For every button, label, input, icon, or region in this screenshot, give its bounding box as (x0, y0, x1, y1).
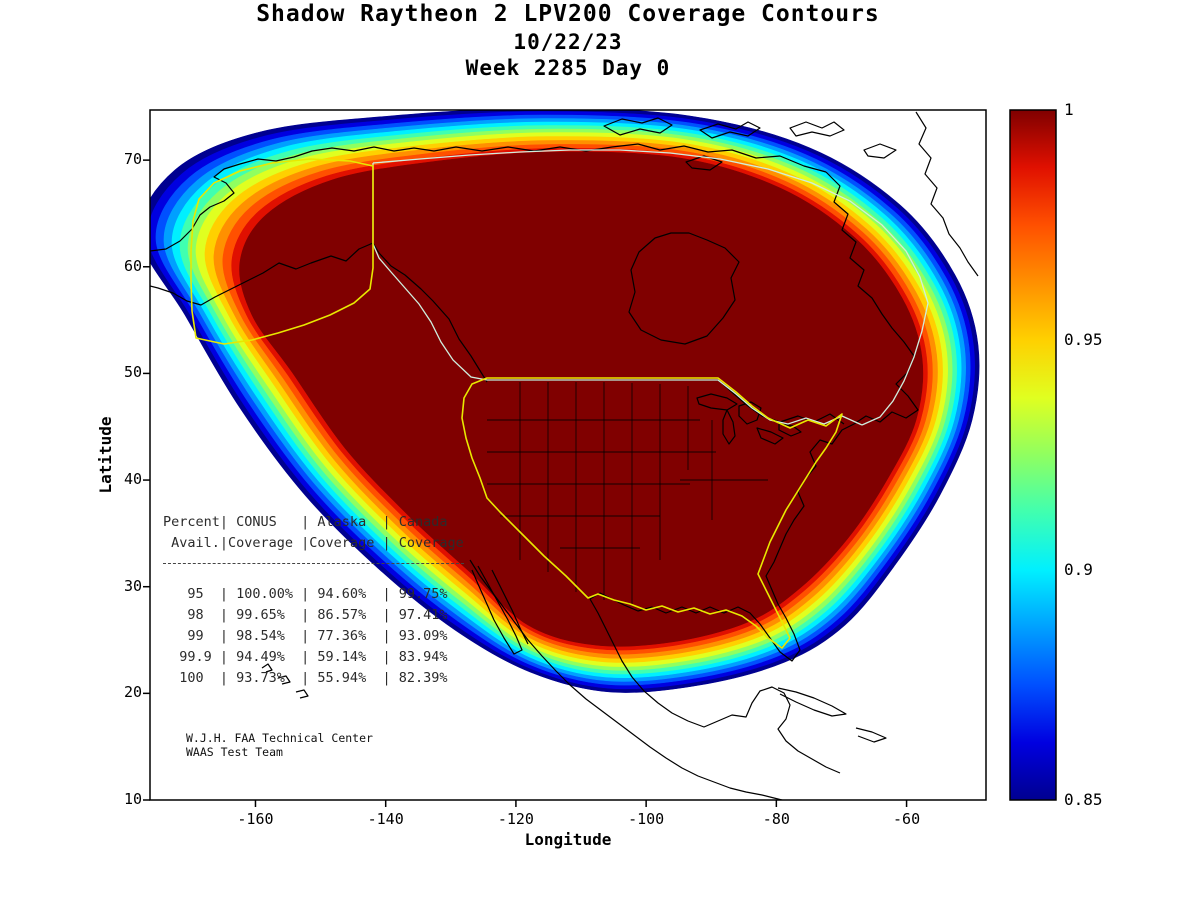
coverage-table-separator (163, 563, 464, 584)
y-tick-label: 10 (123, 790, 142, 808)
colorbar (1009, 109, 1057, 801)
coverage-table: Percent| CONUS | Alaska | Canada Avail.|… (163, 512, 464, 689)
coverage-table-row: 100 | 93.73% | 55.94% | 82.39% (163, 670, 448, 686)
coverage-table-row: 99.9 | 94.49% | 59.14% | 83.94% (163, 649, 448, 665)
coverage-table-row: 98 | 99.65% | 86.57% | 97.41% (163, 607, 448, 623)
coverage-table-header: Avail.|Coverage |Coverage | Coverage (163, 535, 464, 551)
state-borders-layer (487, 382, 768, 606)
chart-date: 10/22/23 (513, 30, 623, 54)
coverage-table-header: Percent| CONUS | Alaska | Canada (163, 514, 448, 530)
coastline-layer (150, 111, 979, 800)
chart-week-day: Week 2285 Day 0 (465, 56, 671, 80)
x-tick-label: -120 (497, 810, 534, 828)
coverage-table-row: 99 | 98.54% | 77.36% | 93.09% (163, 628, 448, 644)
credit-annotation: W.J.H. FAA Technical Center WAAS Test Te… (186, 731, 373, 759)
y-tick-label: 70 (123, 150, 142, 169)
colorbar-tick-label: 0.95 (1064, 330, 1103, 349)
x-axis-label: Longitude (524, 830, 612, 849)
y-tick-label: 40 (123, 470, 142, 489)
colorbar-tick-label: 0.85 (1064, 790, 1103, 809)
y-tick-label: 30 (123, 576, 142, 595)
colorbar-tick-label: 0.9 (1064, 560, 1093, 579)
annotation-line1: W.J.H. FAA Technical Center (186, 731, 373, 745)
x-tick-label: -80 (762, 810, 790, 828)
x-tick-label: -60 (893, 810, 921, 828)
x-tick-label: -140 (367, 810, 404, 828)
service-volume-boundaries (190, 149, 929, 649)
y-tick-label: 50 (123, 363, 142, 382)
x-tick-label: -160 (237, 810, 274, 828)
axis-frame (143, 109, 987, 807)
y-axis-label: Latitude (96, 416, 115, 494)
y-tick-label: 20 (123, 683, 142, 702)
annotation-line2: WAAS Test Team (186, 745, 283, 759)
chart-title: Shadow Raytheon 2 LPV200 Coverage Contou… (256, 1, 880, 27)
coverage-table-row: 95 | 100.00% | 94.60% | 99.75% (163, 586, 448, 602)
colorbar-tick-label: 1 (1064, 100, 1074, 119)
x-tick-label: -100 (628, 810, 665, 828)
y-tick-label: 60 (123, 256, 142, 275)
